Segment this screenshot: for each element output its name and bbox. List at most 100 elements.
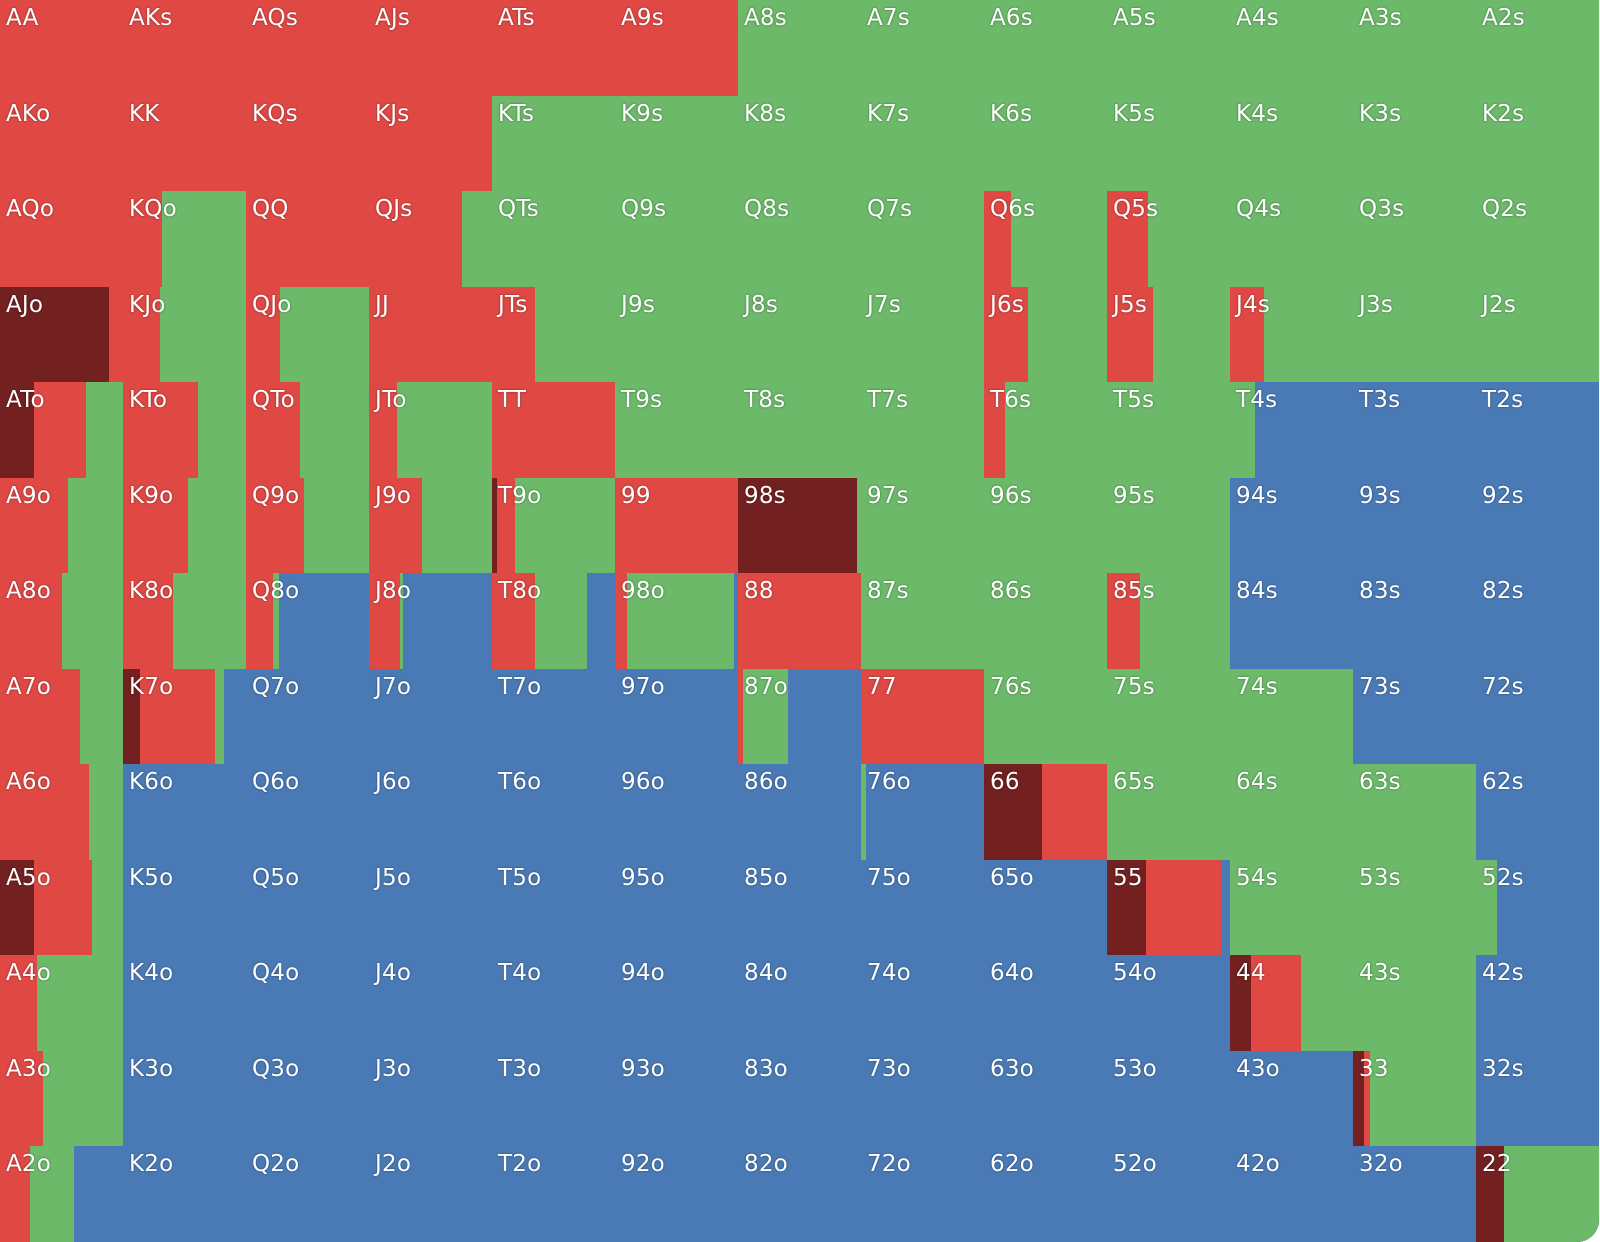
hand-cell-63o[interactable]: 63o <box>984 1050 1107 1147</box>
hand-cell-T4o[interactable]: T4o <box>492 955 615 1051</box>
hand-cell-73s[interactable]: 73s <box>1353 668 1476 765</box>
hand-cell-K9o[interactable]: K9o <box>123 477 246 574</box>
hand-cell-75o[interactable]: 75o <box>861 859 984 956</box>
hand-cell-75s[interactable]: 75s <box>1107 668 1230 765</box>
hand-cell-KTo[interactable]: KTo <box>123 382 246 478</box>
hand-cell-76s[interactable]: 76s <box>984 668 1107 765</box>
hand-cell-K7o[interactable]: K7o <box>123 668 246 765</box>
hand-cell-T6s[interactable]: T6s <box>984 382 1107 478</box>
hand-cell-A3o[interactable]: A3o <box>0 1050 123 1147</box>
hand-cell-J7o[interactable]: J7o <box>369 668 492 765</box>
hand-cell-J8s[interactable]: J8s <box>738 286 861 383</box>
hand-cell-97o[interactable]: 97o <box>615 668 738 765</box>
hand-cell-Q7s[interactable]: Q7s <box>861 191 984 287</box>
hand-cell-Q2s[interactable]: Q2s <box>1476 191 1599 287</box>
hand-cell-QTs[interactable]: QTs <box>492 191 615 287</box>
hand-cell-54s[interactable]: 54s <box>1230 859 1353 956</box>
hand-cell-Q9o[interactable]: Q9o <box>246 477 369 574</box>
hand-cell-82s[interactable]: 82s <box>1476 573 1599 669</box>
hand-cell-93s[interactable]: 93s <box>1353 477 1476 574</box>
hand-cell-Q8o[interactable]: Q8o <box>246 573 369 669</box>
hand-cell-76o[interactable]: 76o <box>861 764 984 860</box>
hand-cell-K2s[interactable]: K2s <box>1476 95 1599 192</box>
hand-cell-92s[interactable]: 92s <box>1476 477 1599 574</box>
hand-cell-72s[interactable]: 72s <box>1476 668 1599 765</box>
hand-cell-A8s[interactable]: A8s <box>738 0 861 96</box>
hand-cell-QJo[interactable]: QJo <box>246 286 369 383</box>
hand-cell-T5s[interactable]: T5s <box>1107 382 1230 478</box>
hand-cell-32s[interactable]: 32s <box>1476 1050 1599 1147</box>
hand-cell-96s[interactable]: 96s <box>984 477 1107 574</box>
hand-cell-JTs[interactable]: JTs <box>492 286 615 383</box>
hand-cell-93o[interactable]: 93o <box>615 1050 738 1147</box>
hand-cell-54o[interactable]: 54o <box>1107 955 1230 1051</box>
hand-cell-55[interactable]: 55 <box>1107 859 1230 956</box>
hand-cell-KJs[interactable]: KJs <box>369 95 492 192</box>
hand-cell-65s[interactable]: 65s <box>1107 764 1230 860</box>
hand-cell-T7s[interactable]: T7s <box>861 382 984 478</box>
hand-cell-KTs[interactable]: KTs <box>492 95 615 192</box>
hand-cell-QTo[interactable]: QTo <box>246 382 369 478</box>
hand-cell-Q7o[interactable]: Q7o <box>246 668 369 765</box>
hand-cell-K8s[interactable]: K8s <box>738 95 861 192</box>
hand-cell-JJ[interactable]: JJ <box>369 286 492 383</box>
hand-cell-73o[interactable]: 73o <box>861 1050 984 1147</box>
hand-cell-98s[interactable]: 98s <box>738 477 861 574</box>
hand-cell-T4s[interactable]: T4s <box>1230 382 1353 478</box>
hand-cell-J3o[interactable]: J3o <box>369 1050 492 1147</box>
hand-cell-A8o[interactable]: A8o <box>0 573 123 669</box>
hand-cell-K9s[interactable]: K9s <box>615 95 738 192</box>
hand-cell-22[interactable]: 22 <box>1476 1146 1599 1242</box>
hand-cell-86o[interactable]: 86o <box>738 764 861 860</box>
hand-cell-A7o[interactable]: A7o <box>0 668 123 765</box>
hand-cell-32o[interactable]: 32o <box>1353 1146 1476 1242</box>
hand-cell-A6o[interactable]: A6o <box>0 764 123 860</box>
hand-cell-Q6o[interactable]: Q6o <box>246 764 369 860</box>
hand-cell-AJs[interactable]: AJs <box>369 0 492 96</box>
hand-cell-AJo[interactable]: AJo <box>0 286 123 383</box>
hand-cell-J4s[interactable]: J4s <box>1230 286 1353 383</box>
hand-cell-Q6s[interactable]: Q6s <box>984 191 1107 287</box>
hand-cell-KK[interactable]: KK <box>123 95 246 192</box>
hand-cell-Q2o[interactable]: Q2o <box>246 1146 369 1242</box>
hand-cell-95o[interactable]: 95o <box>615 859 738 956</box>
hand-cell-A4s[interactable]: A4s <box>1230 0 1353 96</box>
hand-cell-ATo[interactable]: ATo <box>0 382 123 478</box>
hand-cell-Q5s[interactable]: Q5s <box>1107 191 1230 287</box>
hand-cell-AQs[interactable]: AQs <box>246 0 369 96</box>
hand-cell-T6o[interactable]: T6o <box>492 764 615 860</box>
hand-cell-66[interactable]: 66 <box>984 764 1107 860</box>
hand-cell-82o[interactable]: 82o <box>738 1146 861 1242</box>
hand-cell-53o[interactable]: 53o <box>1107 1050 1230 1147</box>
hand-cell-J6s[interactable]: J6s <box>984 286 1107 383</box>
hand-cell-Q4s[interactable]: Q4s <box>1230 191 1353 287</box>
hand-cell-J3s[interactable]: J3s <box>1353 286 1476 383</box>
hand-cell-K3s[interactable]: K3s <box>1353 95 1476 192</box>
hand-cell-52o[interactable]: 52o <box>1107 1146 1230 1242</box>
hand-cell-TT[interactable]: TT <box>492 382 615 478</box>
hand-cell-K6s[interactable]: K6s <box>984 95 1107 192</box>
hand-cell-JTo[interactable]: JTo <box>369 382 492 478</box>
hand-cell-97s[interactable]: 97s <box>861 477 984 574</box>
hand-cell-KQs[interactable]: KQs <box>246 95 369 192</box>
hand-cell-86s[interactable]: 86s <box>984 573 1107 669</box>
hand-cell-A3s[interactable]: A3s <box>1353 0 1476 96</box>
hand-cell-A2s[interactable]: A2s <box>1476 0 1599 96</box>
hand-cell-AKo[interactable]: AKo <box>0 95 123 192</box>
hand-cell-52s[interactable]: 52s <box>1476 859 1599 956</box>
hand-cell-AKs[interactable]: AKs <box>123 0 246 96</box>
hand-cell-99[interactable]: 99 <box>615 477 738 574</box>
hand-cell-QQ[interactable]: QQ <box>246 191 369 287</box>
hand-cell-83s[interactable]: 83s <box>1353 573 1476 669</box>
hand-cell-T8s[interactable]: T8s <box>738 382 861 478</box>
hand-cell-98o[interactable]: 98o <box>615 573 738 669</box>
hand-cell-64o[interactable]: 64o <box>984 955 1107 1051</box>
hand-cell-K5s[interactable]: K5s <box>1107 95 1230 192</box>
hand-cell-85s[interactable]: 85s <box>1107 573 1230 669</box>
hand-cell-KQo[interactable]: KQo <box>123 191 246 287</box>
hand-cell-42s[interactable]: 42s <box>1476 955 1599 1051</box>
hand-cell-62o[interactable]: 62o <box>984 1146 1107 1242</box>
hand-cell-K3o[interactable]: K3o <box>123 1050 246 1147</box>
hand-cell-J2s[interactable]: J2s <box>1476 286 1599 383</box>
hand-cell-42o[interactable]: 42o <box>1230 1146 1353 1242</box>
